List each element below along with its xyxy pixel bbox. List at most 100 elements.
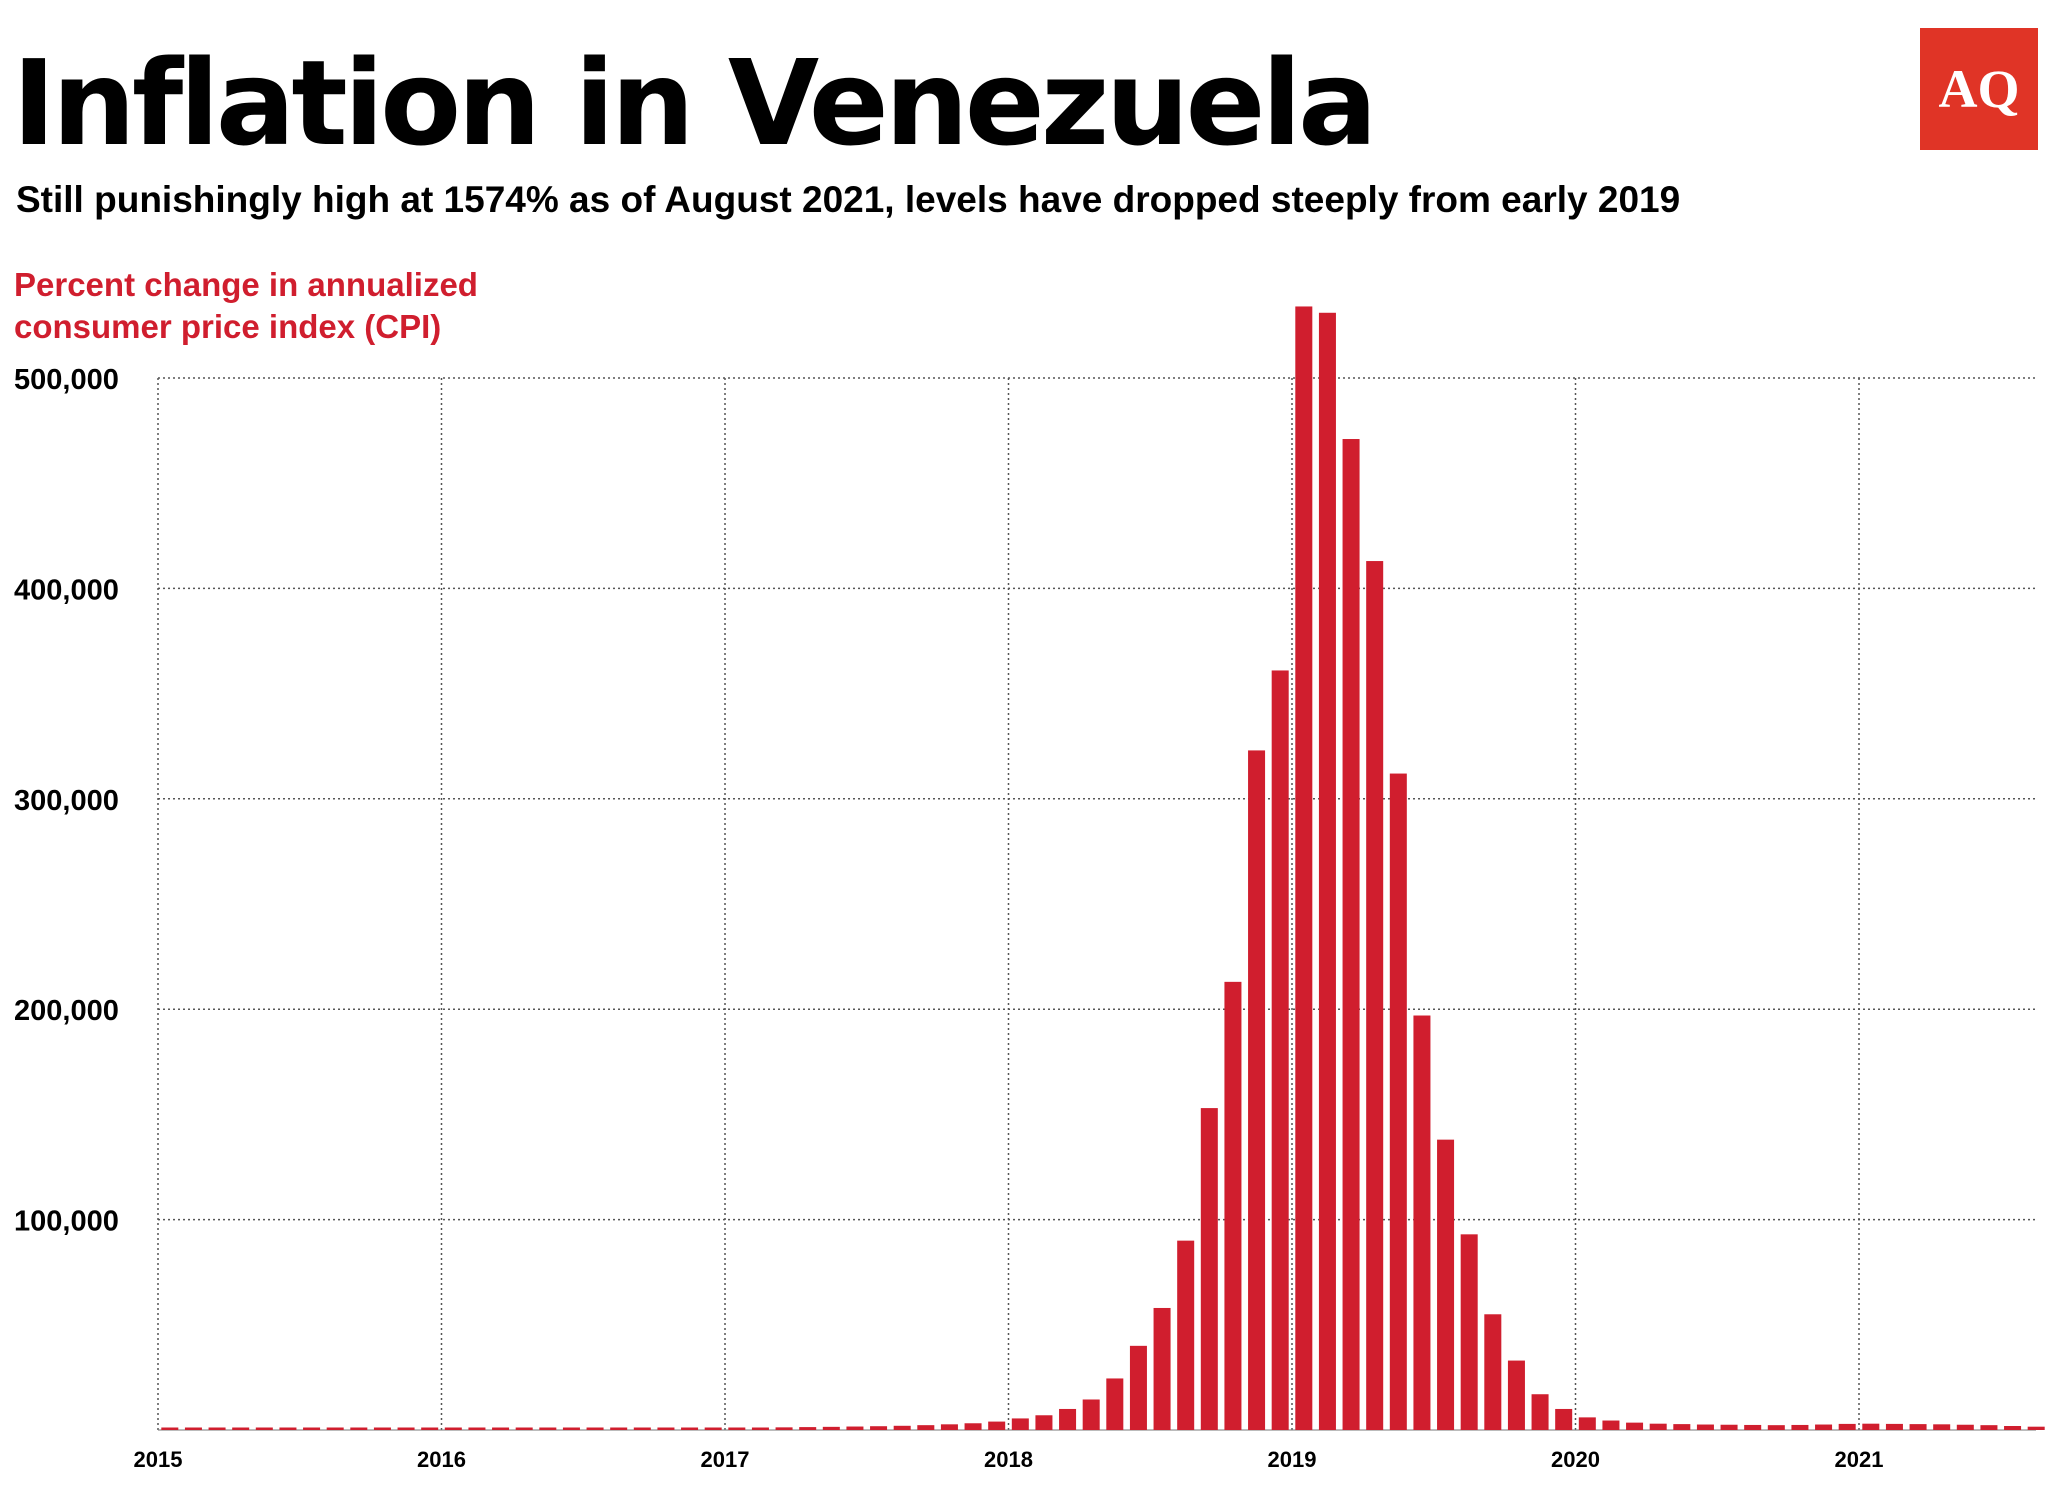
bar: [799, 1427, 817, 1430]
bar: [397, 1427, 415, 1430]
bar: [657, 1427, 675, 1430]
bar: [444, 1427, 462, 1430]
bar: [1106, 1378, 1124, 1430]
x-tick-label: 2020: [1551, 1447, 1600, 1472]
bar: [562, 1427, 580, 1430]
bars: [161, 306, 2045, 1430]
bar: [1318, 312, 1336, 1430]
bar: [704, 1427, 722, 1430]
x-tick-label: 2021: [1835, 1447, 1884, 1472]
bar: [279, 1427, 297, 1430]
bar: [1862, 1423, 1880, 1430]
bar: [1507, 1360, 1525, 1430]
aq-logo: AQ: [1920, 28, 2038, 150]
bar: [303, 1427, 321, 1430]
bar: [1649, 1423, 1667, 1430]
bar: [917, 1425, 935, 1430]
bar: [870, 1426, 888, 1430]
bar: [1177, 1240, 1195, 1430]
bar: [539, 1427, 557, 1430]
bar: [1011, 1418, 1029, 1430]
bar: [1673, 1424, 1691, 1430]
bar: [1815, 1424, 1833, 1430]
bar: [1342, 439, 1360, 1430]
bar: [1413, 1015, 1431, 1430]
chart-subtitle: Still punishingly high at 1574% as of Au…: [16, 179, 1681, 220]
bar: [1838, 1423, 1856, 1430]
bar: [1909, 1424, 1927, 1430]
bar: [350, 1427, 368, 1430]
bar: [184, 1427, 202, 1430]
bar: [1248, 750, 1266, 1430]
x-tick-label: 2018: [984, 1447, 1033, 1472]
bar: [1744, 1424, 1762, 1430]
y-tick-labels: 100,000 200,000 300,000 400,000 500,000: [14, 364, 119, 1238]
bar: [1980, 1425, 1998, 1430]
bar: [633, 1427, 651, 1430]
bar: [610, 1427, 628, 1430]
bar: [492, 1427, 510, 1430]
y-axis-label: Percent change in annualized consumer pr…: [14, 266, 478, 345]
y-tick-label: 100,000: [14, 1206, 119, 1238]
bar: [1578, 1417, 1596, 1430]
y-tick-label: 300,000: [14, 785, 119, 817]
x-tick-label: 2016: [417, 1447, 466, 1472]
bar: [940, 1424, 958, 1430]
y-tick-label: 200,000: [14, 995, 119, 1027]
bar: [1696, 1424, 1714, 1430]
bar: [1295, 306, 1313, 1430]
bar: [1460, 1234, 1478, 1430]
y-tick-label: 500,000: [14, 364, 119, 396]
bar: [1484, 1314, 1502, 1430]
bar: [1366, 561, 1384, 1430]
bar: [1389, 773, 1407, 1430]
x-tick-label: 2019: [1268, 1447, 1317, 1472]
bar: [1082, 1399, 1100, 1430]
x-tick-labels: 2015 2016 2017 2018 2019 2020 2021: [134, 1447, 1884, 1472]
bar: [1200, 1108, 1218, 1430]
x-tick-label: 2015: [134, 1447, 183, 1472]
bar: [1602, 1420, 1620, 1430]
bar: [1767, 1425, 1785, 1430]
bar: [255, 1427, 273, 1430]
bar: [751, 1427, 769, 1430]
bar: [1720, 1424, 1738, 1430]
bar: [846, 1426, 864, 1430]
bar: [775, 1427, 793, 1430]
bar: [1531, 1394, 1549, 1430]
bar: [893, 1425, 911, 1430]
bar: [1626, 1422, 1644, 1430]
bar: [326, 1427, 344, 1430]
bar: [1956, 1424, 1974, 1430]
bar: [2004, 1426, 2022, 1430]
bar: [1129, 1345, 1147, 1430]
bar: [586, 1427, 604, 1430]
bar: [822, 1426, 840, 1430]
bar: [1555, 1408, 1573, 1430]
bar: [1224, 981, 1242, 1430]
chart-title: Inflation in Venezuela: [12, 34, 1378, 172]
bar: [1153, 1307, 1171, 1430]
bar: [232, 1427, 250, 1430]
bar: [1791, 1424, 1809, 1430]
bar: [1437, 1139, 1455, 1430]
bar: [1885, 1423, 1903, 1430]
bar: [728, 1427, 746, 1430]
bar: [1933, 1424, 1951, 1430]
bar: [468, 1427, 486, 1430]
y-tick-label: 400,000: [14, 574, 119, 606]
bar: [2027, 1426, 2045, 1430]
bar: [161, 1427, 179, 1430]
bar: [373, 1427, 391, 1430]
bar: [1059, 1408, 1077, 1430]
bar: [208, 1427, 226, 1430]
bar: [681, 1427, 699, 1430]
bar: [1035, 1415, 1053, 1430]
bar: [1271, 670, 1289, 1430]
bar: [515, 1427, 533, 1430]
bar: [964, 1423, 982, 1430]
bar: [421, 1427, 439, 1430]
bar: [988, 1421, 1006, 1430]
gridlines: [157, 377, 2036, 1431]
